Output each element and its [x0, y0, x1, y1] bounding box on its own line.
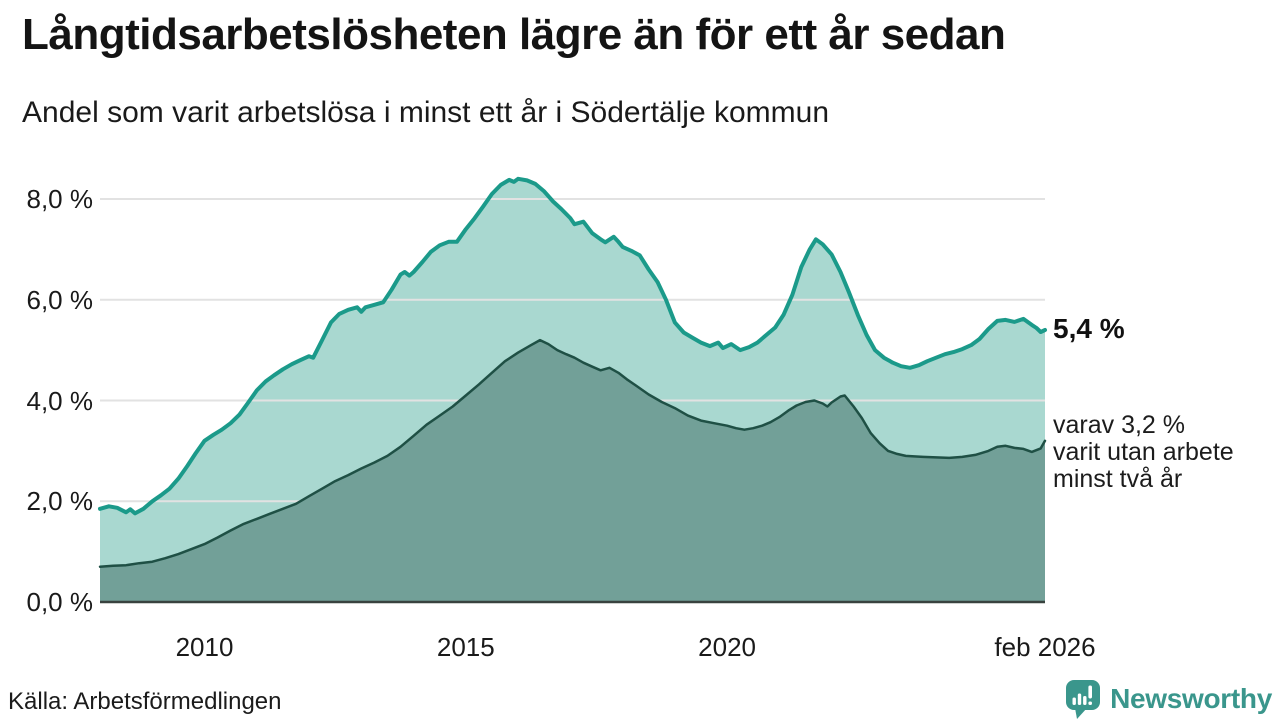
newsworthy-logo: Newsworthy [1064, 679, 1272, 719]
end-label-secondary-line: minst två år [1053, 464, 1183, 493]
end-label-secondary-line: varit utan arbete [1053, 437, 1234, 466]
chart-subtitle: Andel som varit arbetslösa i minst ett å… [22, 96, 829, 129]
x-tick-label: feb 2026 [994, 632, 1096, 662]
y-tick-label: 8,0 % [26, 184, 94, 214]
x-tick-label: 2015 [436, 632, 495, 662]
end-label-primary: 5,4 % [1053, 312, 1125, 344]
y-tick-label: 0,0 % [26, 587, 94, 617]
page-title: Långtidsarbetslösheten lägre än för ett … [22, 10, 1006, 59]
source-note: Källa: Arbetsförmedlingen [8, 688, 282, 715]
x-tick-label: 2020 [698, 632, 757, 662]
newsworthy-logo-text: Newsworthy [1110, 683, 1272, 714]
x-tick-label: 2010 [175, 632, 234, 662]
y-tick-label: 6,0 % [26, 284, 94, 315]
end-label-secondary-line: varav 3,2 % [1053, 410, 1186, 439]
end-label-secondary: varav 3,2 % varit utan arbete minst två … [1053, 410, 1234, 493]
y-tick-label: 2,0 % [26, 486, 94, 517]
newsworthy-logo-icon [1066, 680, 1101, 719]
y-tick-label: 4,0 % [26, 385, 94, 416]
